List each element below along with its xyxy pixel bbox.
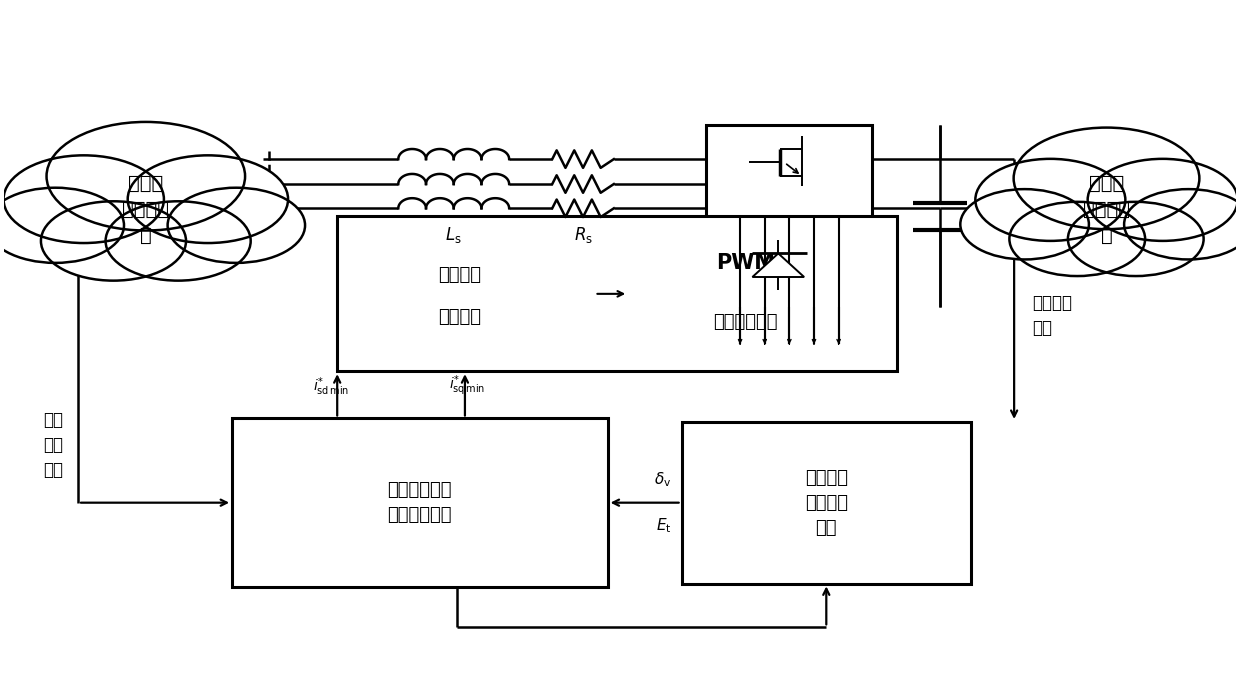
Text: $E_{\mathrm{t}}$: $E_{\mathrm{t}}$ [656, 516, 672, 535]
Text: $L_{\mathrm{s}}$: $L_{\mathrm{s}}$ [445, 225, 463, 245]
Text: $u_{\mathrm{dc}}$: $u_{\mathrm{dc}}$ [990, 207, 1016, 225]
Text: $i^{*}_{\mathrm{sd\,min}}$: $i^{*}_{\mathrm{sd\,min}}$ [312, 376, 350, 398]
Text: 配电网
直流子系
统: 配电网 直流子系 统 [1083, 175, 1130, 245]
Circle shape [1013, 128, 1199, 229]
Bar [232, 419, 608, 587]
Bar [682, 422, 971, 584]
Circle shape [105, 201, 250, 280]
Text: 配电网
交流子系
统: 配电网 交流子系 统 [123, 175, 170, 245]
Text: 交流
电压
参考: 交流 电压 参考 [43, 411, 63, 479]
Circle shape [167, 188, 305, 263]
Circle shape [976, 159, 1126, 241]
Circle shape [1125, 189, 1240, 259]
Circle shape [0, 188, 124, 263]
Text: PCC: PCC [253, 225, 285, 243]
Polygon shape [753, 254, 804, 277]
Text: $i^{*}_{\mathrm{sq\,min}}$: $i^{*}_{\mathrm{sq\,min}}$ [449, 374, 486, 398]
Text: $R_{\mathrm{s}}$: $R_{\mathrm{s}}$ [574, 225, 593, 245]
Circle shape [1068, 202, 1204, 276]
Bar [707, 125, 873, 308]
Text: 单位功率最小
电流应力控制: 单位功率最小 电流应力控制 [388, 481, 453, 524]
Text: 直流电压
下垂: 直流电压 下垂 [1033, 293, 1073, 336]
Circle shape [1009, 202, 1145, 276]
Circle shape [4, 155, 164, 243]
Text: PWM: PWM [717, 253, 775, 273]
Text: 调制驱动电路: 调制驱动电路 [713, 313, 777, 331]
Circle shape [47, 122, 246, 231]
Text: $\delta_{\mathrm{v}}$: $\delta_{\mathrm{v}}$ [655, 471, 672, 489]
Bar [337, 216, 897, 371]
Text: 内环电流: 内环电流 [439, 266, 481, 284]
Text: 虚拟同步
电机控制
算法: 虚拟同步 电机控制 算法 [805, 469, 848, 537]
Circle shape [1087, 159, 1238, 241]
Circle shape [41, 201, 186, 280]
Circle shape [128, 155, 288, 243]
Text: 解耦控制: 解耦控制 [439, 308, 481, 326]
Circle shape [960, 189, 1089, 259]
